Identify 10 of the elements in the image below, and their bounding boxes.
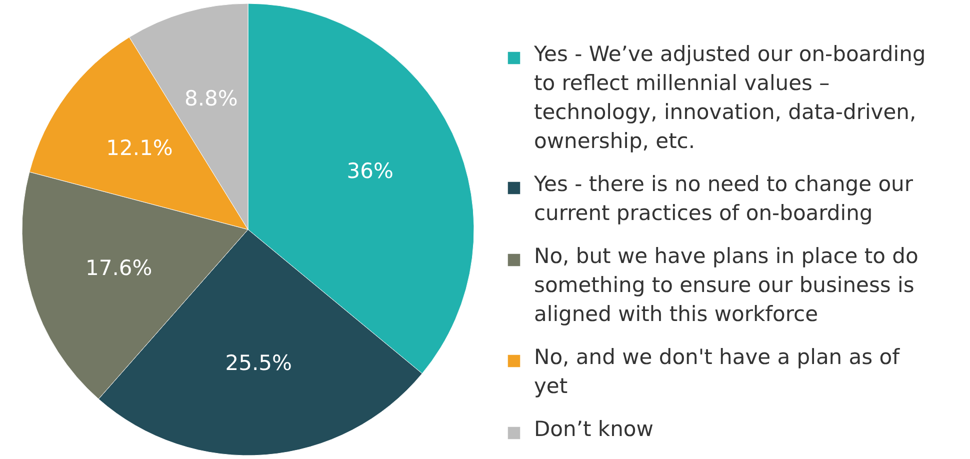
legend-label: Don’t know [534,417,654,441]
legend-label: Yes - We’ve adjusted our on-boarding to reflect millennial values – technology, innovation, data-driven, ownership, etc. [533,42,926,153]
legend-label: No, but we have plans in place to do something to ensure our business is aligned with this workforce [534,244,918,326]
data-label: 17.6% [85,256,152,280]
legend-label: Yes - there is no need to change our current practices of on-boarding [533,172,914,225]
data-label: 36% [346,159,394,184]
data-label: 25.5% [225,351,292,376]
data-label: 12.1% [106,136,173,160]
data-label: 8.8% [184,86,238,111]
legend-label: No, and we don't have a plan as of yet [534,345,900,398]
